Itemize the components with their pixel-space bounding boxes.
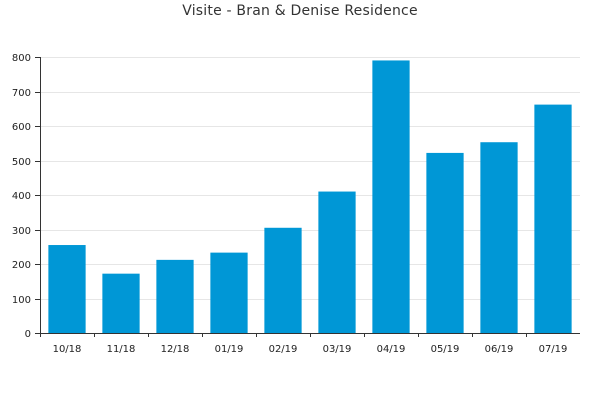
x-tick-label: 11/18 — [107, 344, 136, 355]
x-tick-label: 02/19 — [269, 344, 298, 355]
x-tick-label: 07/19 — [539, 344, 568, 355]
label-layer: 0 100 200 300 400 500 600 700 800 10/18 11/18 12/18… — [12, 53, 568, 355]
x-tick-label: 05/19 — [431, 344, 460, 355]
y-tick-label: 0 — [25, 329, 31, 340]
bar-02-19 — [264, 227, 302, 333]
bar-01-19 — [210, 252, 248, 333]
axis-layer — [35, 57, 580, 337]
chart-title: Visite - Bran & Denise Residence — [182, 3, 418, 19]
y-tick-label: 400 — [12, 191, 31, 202]
x-tick-label: 10/18 — [53, 344, 82, 355]
bar-12-18 — [156, 259, 194, 333]
y-tick-label: 200 — [12, 260, 31, 271]
y-tick-label: 600 — [12, 122, 31, 133]
x-tick-label: 01/19 — [215, 344, 244, 355]
x-tick-label: 04/19 — [377, 344, 406, 355]
y-tick-label: 800 — [12, 53, 31, 64]
y-tick-label: 300 — [12, 226, 31, 237]
bar-06-19 — [480, 142, 518, 333]
x-tick-label: 03/19 — [323, 344, 352, 355]
bar-03-19 — [318, 191, 356, 333]
bar-07-19 — [534, 104, 572, 333]
y-tick-label: 700 — [12, 88, 31, 99]
bar-11-18 — [102, 273, 140, 333]
bar-10-18 — [48, 245, 86, 333]
bar-05-19 — [426, 152, 464, 333]
bar-layer — [48, 60, 572, 333]
y-tick-label: 500 — [12, 157, 31, 168]
y-tick-label: 100 — [12, 295, 31, 306]
x-tick-label: 12/18 — [161, 344, 190, 355]
x-tick-label: 06/19 — [485, 344, 514, 355]
bar-04-19 — [372, 60, 410, 333]
